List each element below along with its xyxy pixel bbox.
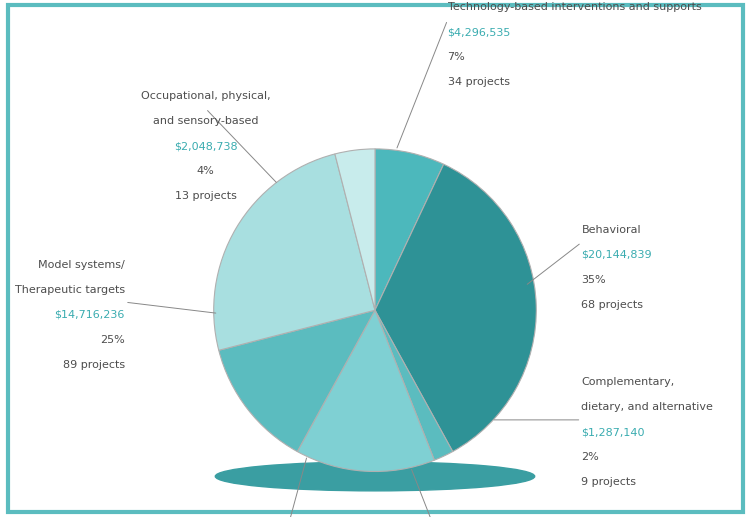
- Text: 89 projects: 89 projects: [63, 360, 125, 370]
- Text: 7%: 7%: [448, 52, 465, 63]
- Text: Occupational, physical,: Occupational, physical,: [141, 91, 271, 101]
- Text: 13 projects: 13 projects: [175, 191, 236, 201]
- Text: $1,287,140: $1,287,140: [581, 428, 645, 437]
- Text: Model systems/: Model systems/: [38, 260, 125, 270]
- Ellipse shape: [215, 462, 535, 491]
- Wedge shape: [375, 310, 453, 460]
- Text: 34 projects: 34 projects: [448, 78, 509, 87]
- Text: QUESTION 4: TREATMENTS & INTERVENTIONS: QUESTION 4: TREATMENTS & INTERVENTIONS: [196, 52, 554, 66]
- Text: $2,048,738: $2,048,738: [174, 141, 238, 151]
- Wedge shape: [375, 164, 536, 451]
- Wedge shape: [335, 149, 375, 310]
- Text: Technology-based interventions and supports: Technology-based interventions and suppo…: [448, 3, 701, 12]
- Text: $14,716,236: $14,716,236: [55, 310, 125, 320]
- Text: 9 projects: 9 projects: [581, 477, 637, 488]
- Text: 35%: 35%: [581, 275, 606, 285]
- Text: 4%: 4%: [196, 166, 214, 176]
- Text: 2013: 2013: [344, 20, 406, 40]
- Text: 25%: 25%: [100, 334, 125, 345]
- Wedge shape: [297, 310, 434, 472]
- Text: 68 projects: 68 projects: [581, 300, 644, 310]
- Text: 2%: 2%: [581, 452, 599, 462]
- Text: Therapeutic targets: Therapeutic targets: [15, 285, 125, 295]
- Text: $20,144,839: $20,144,839: [581, 250, 652, 260]
- Wedge shape: [219, 310, 375, 451]
- Text: and sensory-based: and sensory-based: [153, 116, 259, 126]
- Wedge shape: [214, 154, 375, 351]
- Text: Behavioral: Behavioral: [581, 225, 641, 235]
- Text: $4,296,535: $4,296,535: [448, 27, 511, 37]
- Text: Complementary,: Complementary,: [581, 377, 675, 387]
- Text: dietary, and alternative: dietary, and alternative: [581, 402, 713, 413]
- Text: Funding by Subcategory: Funding by Subcategory: [280, 79, 470, 93]
- Wedge shape: [375, 149, 444, 310]
